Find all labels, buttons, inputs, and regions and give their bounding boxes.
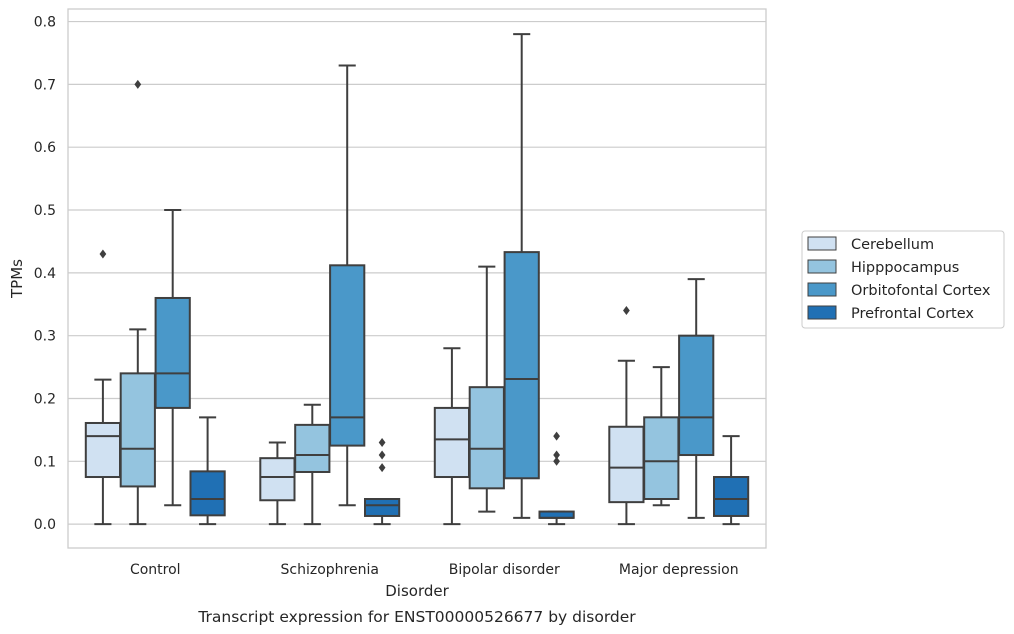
box-prefrontal-cortex	[363, 437, 401, 526]
category-group	[84, 79, 226, 526]
outlier-point	[553, 431, 560, 441]
outlier-point	[623, 306, 630, 316]
box-hipppocampus	[468, 265, 505, 513]
box-groups	[84, 33, 750, 526]
outlier-point	[553, 450, 560, 460]
x-tick-label: Major depression	[619, 562, 739, 578]
outlier-point	[553, 456, 560, 466]
y-tick-label: 0.7	[34, 77, 56, 93]
legend-label: Cerebellum	[851, 237, 934, 253]
legend-label: Hipppocampus	[851, 260, 959, 276]
legend-swatch	[807, 259, 837, 274]
y-tick-label: 0.3	[34, 329, 56, 345]
box-iqr	[119, 372, 156, 488]
box-iqr	[329, 264, 366, 447]
legend-swatch	[807, 236, 837, 251]
box-iqr	[294, 423, 331, 473]
y-tick-label: 0.5	[34, 203, 56, 219]
box-iqr	[363, 498, 401, 517]
y-tick-label: 0.4	[34, 266, 56, 282]
box-cerebellum	[608, 306, 645, 526]
outlier-point	[99, 249, 107, 259]
box-prefrontal-cortex	[189, 416, 226, 526]
box-orbitofontal-cortex	[329, 64, 366, 507]
outlier-point	[378, 463, 386, 473]
x-axis: Control Schizophrenia Bipolar disorder Majo…	[130, 562, 739, 578]
y-tick-label: 0.2	[34, 391, 56, 407]
y-tick-label: 0.0	[34, 517, 56, 533]
legend-item: Prefrontal Cortex	[807, 305, 974, 322]
outlier-point	[134, 79, 142, 89]
category-group	[433, 33, 575, 526]
box-iqr	[84, 421, 122, 479]
legend-item: Orbitofontal Cortex	[807, 282, 991, 299]
legend-swatch	[807, 305, 837, 320]
box-hipppocampus	[643, 366, 680, 507]
box-cerebellum	[259, 441, 296, 526]
box-iqr	[189, 470, 226, 517]
x-axis-title: Disorder	[385, 582, 449, 600]
box-iqr	[259, 457, 296, 502]
box-iqr	[468, 386, 505, 490]
box-iqr	[678, 334, 715, 457]
category-group	[608, 278, 750, 526]
box-cerebellum	[84, 249, 122, 526]
box-iqr	[643, 416, 680, 501]
box-hipppocampus	[294, 403, 331, 526]
legend-item: Cerebellum	[807, 236, 934, 253]
y-axis-title: TPMs	[8, 259, 26, 299]
box-iqr	[154, 296, 191, 409]
outlier-point	[378, 450, 386, 460]
box-cerebellum	[433, 347, 471, 526]
chart-caption: Transcript expression for ENST0000052667…	[197, 608, 636, 626]
y-tick-label: 0.6	[34, 140, 56, 156]
box-prefrontal-cortex	[712, 435, 750, 526]
y-axis: 0.0 0.1 0.2 0.3 0.4 0.5 0.6 0.7 0.8	[34, 15, 56, 534]
box-iqr	[608, 425, 645, 504]
x-tick-label: Bipolar disorder	[449, 562, 560, 578]
legend-item: Hipppocampus	[807, 259, 959, 276]
outlier-point	[378, 437, 386, 447]
box-orbitofontal-cortex	[154, 209, 191, 507]
legend-frame	[801, 230, 1005, 329]
y-tick-label: 0.8	[34, 15, 56, 31]
plot-frame	[67, 8, 767, 549]
legend: Cerebellum Hipppocampus Orbitofontal Corte…	[801, 230, 1005, 329]
box-iqr	[503, 251, 540, 480]
legend-label: Prefrontal Cortex	[851, 306, 974, 322]
legend-swatch	[807, 282, 837, 297]
legend-label: Orbitofontal Cortex	[851, 283, 991, 299]
y-tick-label: 0.1	[34, 454, 56, 470]
box-hipppocampus	[119, 79, 156, 526]
x-tick-label: Schizophrenia	[281, 562, 379, 578]
x-tick-label: Control	[130, 562, 181, 578]
box-orbitofontal-cortex	[503, 33, 540, 519]
box-iqr	[712, 476, 750, 517]
category-group	[259, 64, 401, 526]
box-orbitofontal-cortex	[678, 278, 715, 519]
box-iqr	[433, 406, 471, 479]
box-prefrontal-cortex	[538, 431, 575, 526]
